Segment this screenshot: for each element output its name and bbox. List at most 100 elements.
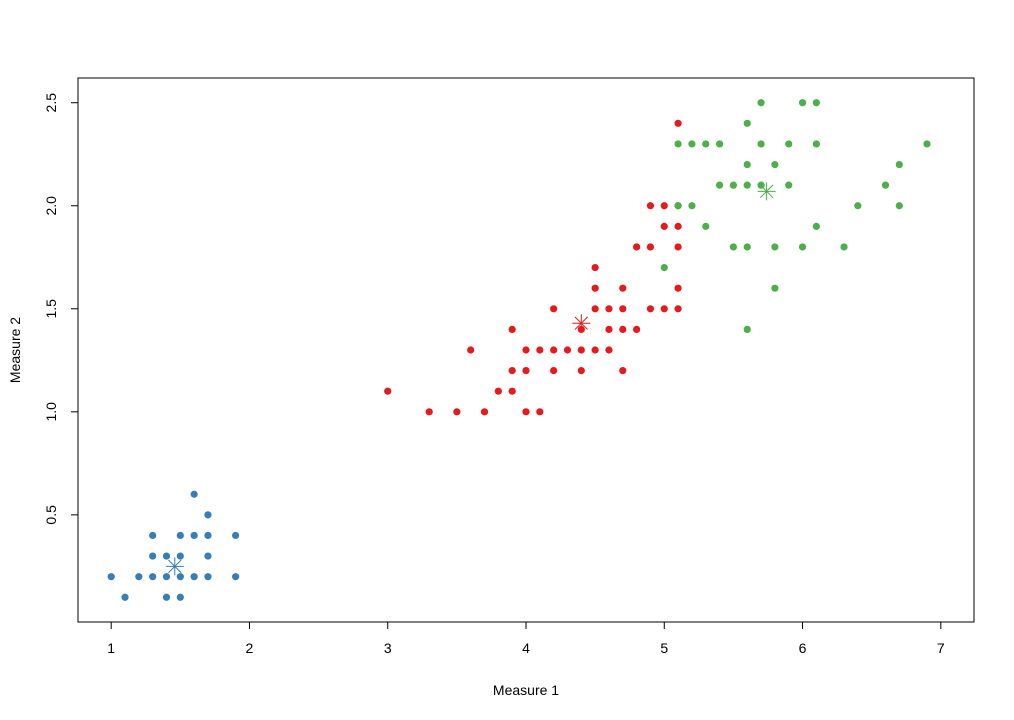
data-point-cluster-3 bbox=[757, 140, 765, 148]
data-point-cluster-1 bbox=[232, 531, 240, 540]
cluster-center-2 bbox=[572, 314, 591, 333]
data-point-cluster-1 bbox=[204, 531, 212, 540]
data-point-cluster-3 bbox=[895, 202, 903, 210]
data-point-cluster-3 bbox=[660, 263, 668, 272]
data-point-cluster-1 bbox=[149, 573, 157, 581]
data-point-cluster-2 bbox=[591, 284, 599, 292]
data-point-cluster-1 bbox=[176, 531, 184, 540]
data-point-cluster-2 bbox=[619, 284, 627, 292]
data-point-cluster-3 bbox=[743, 119, 751, 127]
cluster-center-3 bbox=[757, 182, 776, 201]
data-point-cluster-1 bbox=[162, 552, 171, 560]
data-point-cluster-2 bbox=[577, 346, 585, 354]
data-point-cluster-3 bbox=[785, 181, 793, 189]
data-point-cluster-1 bbox=[204, 573, 212, 581]
data-point-cluster-3 bbox=[895, 160, 903, 169]
data-point-cluster-1 bbox=[190, 573, 198, 581]
data-point-cluster-2 bbox=[384, 387, 392, 395]
data-point-cluster-3 bbox=[729, 181, 738, 189]
data-point-cluster-3 bbox=[771, 160, 779, 169]
data-point-cluster-2 bbox=[674, 119, 682, 127]
data-point-cluster-2 bbox=[522, 367, 530, 375]
data-point-cluster-2 bbox=[646, 202, 655, 210]
data-point-cluster-1 bbox=[190, 531, 198, 540]
cluster-center-1 bbox=[165, 557, 184, 576]
data-point-cluster-2 bbox=[453, 408, 461, 416]
data-point-cluster-2 bbox=[619, 367, 627, 375]
data-point-cluster-3 bbox=[757, 99, 765, 107]
data-point-cluster-3 bbox=[743, 325, 751, 333]
data-point-cluster-1 bbox=[176, 552, 184, 560]
data-point-cluster-3 bbox=[688, 140, 696, 148]
y-axis: 0.5 1.0 1.5 2.0 2.5 bbox=[43, 93, 78, 525]
x-tick-label: 5 bbox=[660, 640, 668, 656]
data-point-cluster-1 bbox=[149, 552, 157, 560]
data-point-cluster-2 bbox=[674, 284, 682, 292]
data-point-cluster-2 bbox=[619, 325, 627, 333]
data-point-cluster-3 bbox=[715, 140, 724, 148]
data-point-cluster-3 bbox=[798, 99, 807, 107]
data-point-cluster-2 bbox=[674, 305, 682, 313]
data-point-cluster-2 bbox=[660, 202, 668, 210]
data-point-cluster-2 bbox=[467, 346, 475, 354]
data-point-cluster-3 bbox=[812, 99, 820, 107]
y-tick-label: 1.5 bbox=[43, 299, 59, 319]
y-tick-label: 1.0 bbox=[43, 402, 59, 422]
data-point-cluster-2 bbox=[633, 325, 641, 333]
data-point-cluster-3 bbox=[743, 181, 751, 189]
data-point-cluster-3 bbox=[674, 202, 682, 210]
data-point-cluster-1 bbox=[176, 593, 184, 601]
x-tick-label: 1 bbox=[107, 640, 115, 656]
x-axis: 1 2 3 4 5 6 7 bbox=[107, 622, 945, 656]
data-point-cluster-1 bbox=[204, 552, 212, 560]
y-tick-label: 2.0 bbox=[43, 196, 59, 216]
data-point-cluster-2 bbox=[480, 408, 489, 416]
data-points bbox=[107, 99, 931, 601]
data-point-cluster-2 bbox=[660, 305, 668, 313]
data-point-cluster-2 bbox=[619, 305, 627, 313]
data-point-cluster-1 bbox=[107, 573, 115, 581]
data-point-cluster-3 bbox=[729, 243, 738, 251]
data-point-cluster-2 bbox=[605, 305, 613, 313]
data-point-cluster-3 bbox=[812, 140, 820, 148]
data-point-cluster-3 bbox=[923, 140, 931, 148]
data-point-cluster-3 bbox=[674, 140, 682, 148]
data-point-cluster-2 bbox=[605, 325, 613, 333]
data-point-cluster-3 bbox=[785, 140, 793, 148]
data-point-cluster-2 bbox=[605, 346, 613, 354]
x-axis-title: Measure 1 bbox=[493, 682, 559, 698]
data-point-cluster-2 bbox=[494, 387, 502, 395]
data-point-cluster-3 bbox=[702, 222, 710, 230]
x-tick-label: 7 bbox=[937, 640, 945, 656]
data-point-cluster-3 bbox=[771, 243, 779, 251]
data-point-cluster-2 bbox=[674, 222, 682, 230]
data-point-cluster-2 bbox=[591, 346, 599, 354]
y-tick-label: 2.5 bbox=[43, 93, 59, 113]
data-point-cluster-3 bbox=[854, 202, 862, 210]
data-point-cluster-3 bbox=[702, 140, 710, 148]
data-point-cluster-2 bbox=[536, 346, 544, 354]
data-point-cluster-2 bbox=[563, 346, 572, 354]
data-point-cluster-2 bbox=[425, 408, 433, 416]
data-point-cluster-2 bbox=[508, 325, 516, 333]
data-point-cluster-1 bbox=[121, 593, 129, 601]
center-marker-stroke bbox=[168, 559, 182, 574]
data-point-cluster-2 bbox=[591, 263, 599, 272]
data-point-cluster-3 bbox=[798, 243, 807, 251]
data-point-cluster-2 bbox=[591, 305, 599, 313]
data-point-cluster-2 bbox=[633, 243, 641, 251]
data-point-cluster-2 bbox=[522, 408, 530, 416]
data-point-cluster-3 bbox=[840, 243, 848, 251]
data-point-cluster-1 bbox=[162, 593, 171, 601]
data-point-cluster-1 bbox=[176, 573, 184, 581]
data-point-cluster-2 bbox=[646, 243, 655, 251]
data-point-cluster-3 bbox=[743, 160, 751, 169]
y-tick-label: 0.5 bbox=[43, 505, 59, 525]
data-point-cluster-2 bbox=[536, 408, 544, 416]
data-point-cluster-1 bbox=[204, 511, 212, 519]
x-tick-label: 3 bbox=[384, 640, 392, 656]
data-point-cluster-2 bbox=[522, 346, 530, 354]
data-point-cluster-3 bbox=[881, 181, 890, 189]
data-point-cluster-2 bbox=[508, 387, 516, 395]
